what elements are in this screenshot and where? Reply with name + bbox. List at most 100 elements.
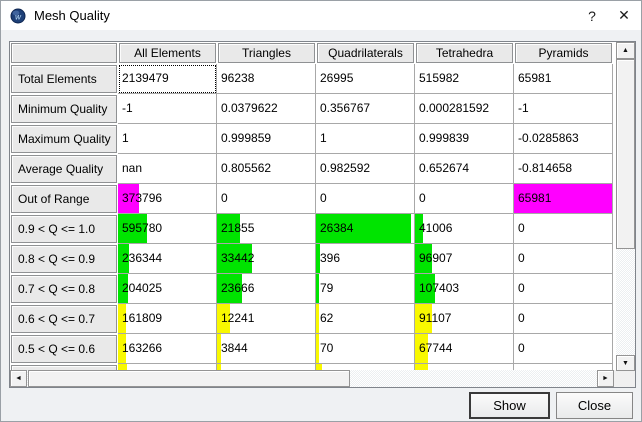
column-header[interactable]: Quadrilaterals bbox=[317, 43, 414, 63]
vertical-scrollbar[interactable]: ▲ ▼ bbox=[616, 42, 635, 371]
scroll-down-icon[interactable]: ▼ bbox=[616, 355, 635, 371]
data-cell[interactable]: 91107 bbox=[415, 304, 514, 334]
data-cell[interactable]: 107403 bbox=[415, 274, 514, 304]
data-cell[interactable] bbox=[415, 364, 514, 370]
histogram-bar bbox=[415, 214, 423, 243]
cell-value: 236344 bbox=[122, 251, 163, 265]
data-cell[interactable]: 0 bbox=[217, 184, 316, 214]
data-cell[interactable]: 0.652674 bbox=[415, 154, 514, 184]
row-header[interactable]: 0.6 < Q <= 0.7 bbox=[11, 305, 117, 333]
data-cell[interactable]: -1 bbox=[118, 94, 217, 124]
data-cell[interactable]: 0.000281592 bbox=[415, 94, 514, 124]
data-cell[interactable]: 0.356767 bbox=[316, 94, 415, 124]
row-header[interactable]: Average Quality bbox=[11, 155, 117, 183]
data-cell[interactable] bbox=[316, 364, 415, 370]
data-cell[interactable]: 65981 bbox=[514, 64, 613, 94]
data-cell[interactable]: 23666 bbox=[217, 274, 316, 304]
data-cell[interactable] bbox=[217, 364, 316, 370]
scroll-right-icon[interactable]: ► bbox=[597, 370, 614, 387]
show-button[interactable]: Show bbox=[469, 392, 550, 419]
data-cell[interactable]: 0 bbox=[514, 274, 613, 304]
data-cell[interactable] bbox=[514, 364, 613, 370]
data-cell[interactable]: 0 bbox=[514, 304, 613, 334]
data-cell[interactable]: 163266 bbox=[118, 334, 217, 364]
row-header[interactable]: 0.5 < Q <= 0.6 bbox=[11, 335, 117, 363]
horizontal-scrollbar[interactable]: ◄ ► bbox=[10, 370, 614, 387]
data-cell[interactable]: -0.0285863 bbox=[514, 124, 613, 154]
scroll-left-icon[interactable]: ◄ bbox=[10, 370, 27, 387]
data-cell[interactable]: 236344 bbox=[118, 244, 217, 274]
data-cell[interactable]: 0.999859 bbox=[217, 124, 316, 154]
data-cell[interactable]: 0 bbox=[514, 214, 613, 244]
histogram-bar bbox=[217, 274, 243, 303]
data-cell[interactable]: 0.805562 bbox=[217, 154, 316, 184]
cell-value: 0 bbox=[419, 191, 426, 205]
cell-value: 0 bbox=[518, 251, 525, 265]
cell-value: 91107 bbox=[419, 311, 452, 325]
row-header[interactable]: 0.9 < Q <= 1.0 bbox=[11, 215, 117, 243]
help-icon[interactable]: ? bbox=[588, 7, 596, 24]
data-cell[interactable]: 515982 bbox=[415, 64, 514, 94]
data-cell[interactable]: 26995 bbox=[316, 64, 415, 94]
data-cell[interactable]: 373796 bbox=[118, 184, 217, 214]
horizontal-scrollbar-thumb[interactable] bbox=[28, 370, 350, 387]
data-cell[interactable]: 595780 bbox=[118, 214, 217, 244]
cell-value: 0 bbox=[518, 341, 525, 355]
row-header[interactable]: Total Elements bbox=[11, 65, 117, 93]
row-header[interactable] bbox=[11, 365, 117, 370]
data-cell[interactable]: 161809 bbox=[118, 304, 217, 334]
data-cell[interactable]: -0.814658 bbox=[514, 154, 613, 184]
cell-value: 96238 bbox=[221, 71, 255, 85]
cell-value: 0.999859 bbox=[221, 131, 272, 145]
data-cell[interactable]: 1 bbox=[316, 124, 415, 154]
data-cell[interactable]: 396 bbox=[316, 244, 415, 274]
data-cell[interactable]: nan bbox=[118, 154, 217, 184]
data-cell[interactable]: 65981 bbox=[514, 184, 613, 214]
column-header[interactable]: Pyramids bbox=[515, 43, 612, 63]
data-cell[interactable]: 33442 bbox=[217, 244, 316, 274]
cell-value: 26995 bbox=[320, 71, 354, 85]
histogram-bar bbox=[118, 334, 126, 363]
data-cell[interactable]: 26384 bbox=[316, 214, 415, 244]
data-cell[interactable]: 3844 bbox=[217, 334, 316, 364]
cell-value: 65981 bbox=[518, 191, 552, 205]
row-header[interactable]: Out of Range bbox=[11, 185, 117, 213]
data-cell[interactable]: 2139479 bbox=[118, 64, 217, 94]
scroll-up-icon[interactable]: ▲ bbox=[616, 42, 635, 59]
row-header[interactable]: 0.7 < Q <= 0.8 bbox=[11, 275, 117, 303]
data-cell[interactable] bbox=[118, 364, 217, 370]
vertical-scrollbar-thumb[interactable] bbox=[616, 59, 635, 249]
data-cell[interactable]: 0.999839 bbox=[415, 124, 514, 154]
data-cell[interactable]: 96907 bbox=[415, 244, 514, 274]
data-cell[interactable]: 0 bbox=[514, 244, 613, 274]
data-cell[interactable]: 70 bbox=[316, 334, 415, 364]
column-header[interactable]: All Elements bbox=[119, 43, 216, 63]
data-cell[interactable]: 12241 bbox=[217, 304, 316, 334]
data-cell[interactable]: 79 bbox=[316, 274, 415, 304]
data-cell[interactable]: 0 bbox=[316, 184, 415, 214]
close-icon[interactable]: ✕ bbox=[618, 7, 630, 23]
data-cell[interactable]: 0 bbox=[514, 334, 613, 364]
histogram-bar bbox=[316, 364, 322, 370]
data-cell[interactable]: 96238 bbox=[217, 64, 316, 94]
data-cell[interactable]: 0.0379622 bbox=[217, 94, 316, 124]
cell-value: 0 bbox=[320, 191, 327, 205]
data-cell[interactable]: 21855 bbox=[217, 214, 316, 244]
column-header[interactable]: Triangles bbox=[218, 43, 315, 63]
data-cell[interactable]: 62 bbox=[316, 304, 415, 334]
data-cell[interactable]: -1 bbox=[514, 94, 613, 124]
data-cell[interactable]: 1 bbox=[118, 124, 217, 154]
data-cell[interactable]: 41006 bbox=[415, 214, 514, 244]
column-header[interactable]: Tetrahedra bbox=[416, 43, 513, 63]
row-header[interactable]: 0.8 < Q <= 0.9 bbox=[11, 245, 117, 273]
data-cell[interactable]: 0.982592 bbox=[316, 154, 415, 184]
cell-value: -1 bbox=[518, 101, 529, 115]
data-cell[interactable]: 67744 bbox=[415, 334, 514, 364]
data-cell[interactable]: 0 bbox=[415, 184, 514, 214]
row-header[interactable]: Minimum Quality bbox=[11, 95, 117, 123]
row-header[interactable]: Maximum Quality bbox=[11, 125, 117, 153]
data-cell[interactable]: 204025 bbox=[118, 274, 217, 304]
close-button[interactable]: Close bbox=[556, 392, 633, 419]
histogram-bar bbox=[415, 364, 428, 370]
